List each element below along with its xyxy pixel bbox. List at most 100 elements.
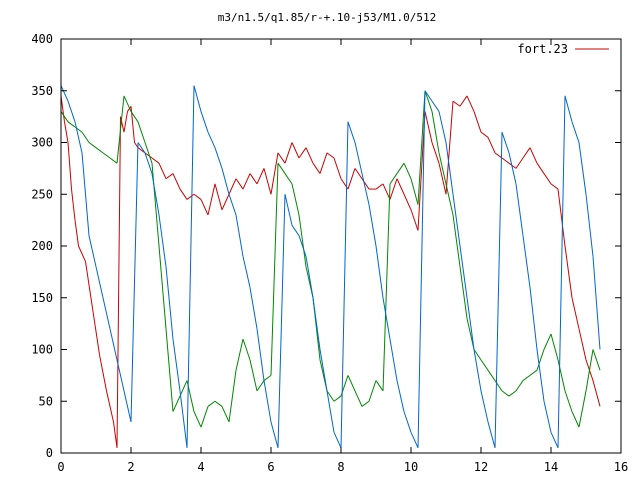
series-2-segment xyxy=(326,390,335,433)
series-0-segment xyxy=(284,142,293,164)
series-1-segment xyxy=(585,349,594,391)
series-0-segment xyxy=(64,121,69,143)
series-2-segment xyxy=(214,147,223,169)
series-1-segment xyxy=(284,173,293,185)
series-2-segment xyxy=(480,390,489,423)
series-1-segment xyxy=(242,338,251,361)
series-2-segment xyxy=(130,142,139,422)
series-2-segment xyxy=(312,297,321,350)
series-2-segment xyxy=(522,235,531,288)
series-0-segment xyxy=(543,173,552,185)
series-2-segment xyxy=(144,152,153,174)
series-0-segment xyxy=(249,173,258,185)
series-1-segment xyxy=(326,390,335,402)
x-axis: 0 2 4 6 8 10 12 14 16 xyxy=(57,39,628,474)
x-tick-label: 6 xyxy=(267,460,274,474)
series-2-segment xyxy=(235,214,244,257)
series-1-segment xyxy=(228,370,237,423)
series-2-segment xyxy=(284,194,293,226)
series-2-segment xyxy=(543,401,552,433)
series-0-segment xyxy=(291,142,300,159)
series-1-segment xyxy=(137,121,146,143)
series-0-segment xyxy=(347,168,356,190)
series-0-segment xyxy=(438,163,447,195)
series-2-segment xyxy=(95,266,104,298)
series-2-segment xyxy=(354,142,363,174)
series-2-segment xyxy=(228,194,237,216)
series-2-segment xyxy=(305,256,314,298)
series-2-segment xyxy=(158,214,167,267)
series-1-segment xyxy=(214,400,223,407)
series-2-segment xyxy=(151,173,160,216)
series-2-segment xyxy=(277,194,286,448)
series-2-segment xyxy=(221,168,230,195)
series-2-segment xyxy=(473,349,482,391)
series-1-segment xyxy=(396,162,405,174)
series-1-segment xyxy=(550,333,559,360)
series-2-segment xyxy=(249,287,258,329)
series-1-segment xyxy=(291,183,300,216)
series-0-segment xyxy=(424,111,433,143)
series-2-segment xyxy=(431,100,440,112)
legend: fort.23 xyxy=(517,42,609,56)
series-2-segment xyxy=(382,297,391,340)
series-2-segment xyxy=(333,432,342,449)
series-2-segment xyxy=(424,90,433,102)
series-0-segment xyxy=(221,194,230,210)
series-0-segment xyxy=(557,189,566,247)
series-1-segment xyxy=(130,111,139,123)
y-axis: 0 50 100 150 200 250 300 350 400 xyxy=(31,32,621,460)
series-2-segment xyxy=(417,90,426,448)
series-1-segment xyxy=(361,400,370,407)
series-2-segment xyxy=(403,411,412,433)
series-2-segment xyxy=(501,131,510,154)
series-0-segment xyxy=(186,193,195,200)
series-1-segment xyxy=(536,349,545,371)
series-2-segment xyxy=(466,297,475,350)
series-0-segment xyxy=(151,157,160,164)
series-0-segment xyxy=(354,168,363,180)
series-0-segment xyxy=(480,131,489,138)
series-1-segment xyxy=(88,142,97,149)
series-0-segment xyxy=(60,95,65,122)
series-0-segment xyxy=(214,183,223,210)
series-1-segment xyxy=(333,395,342,402)
series-2-segment xyxy=(487,421,496,448)
series-2-segment xyxy=(207,131,216,148)
y-tick-label: 300 xyxy=(31,136,53,150)
chart-title: m3/n1.5/q1.85/r-+.10-j53/M1.0/512 xyxy=(218,11,437,24)
series-1-segment xyxy=(487,369,496,381)
series-2-segment xyxy=(375,245,384,298)
series-1-segment xyxy=(389,173,398,185)
series-0-segment xyxy=(179,188,188,200)
series-2-segment xyxy=(109,328,118,360)
y-tick-label: 100 xyxy=(31,343,53,357)
series-0-segment xyxy=(326,152,335,159)
series-2-segment xyxy=(410,432,419,449)
series-2-segment xyxy=(102,297,111,329)
series-0-segment xyxy=(158,162,167,179)
series-1-segment xyxy=(158,245,167,329)
x-tick-label: 16 xyxy=(614,460,628,474)
series-1-segment xyxy=(277,162,286,174)
series-1-segment xyxy=(95,147,104,154)
series-0-segment xyxy=(270,152,279,195)
series-1-segment xyxy=(172,395,181,412)
series-1-segment xyxy=(515,380,524,392)
series-1-segment xyxy=(431,111,440,153)
series-1-segment xyxy=(403,162,412,179)
series-2-segment xyxy=(361,173,370,205)
series-0-segment xyxy=(85,261,93,309)
x-tick-label: 10 xyxy=(404,460,418,474)
series-1-segment xyxy=(410,178,419,205)
series-0-segment xyxy=(71,189,76,221)
series-1-segment xyxy=(529,369,538,376)
series-0-segment xyxy=(78,245,86,262)
y-tick-label: 200 xyxy=(31,239,53,253)
series-2-segment xyxy=(438,111,447,143)
series-layer xyxy=(60,85,601,449)
series-1-segment xyxy=(382,183,391,391)
series-0-segment xyxy=(305,147,314,164)
series-1-segment xyxy=(207,400,216,407)
series-0-segment xyxy=(466,95,475,112)
